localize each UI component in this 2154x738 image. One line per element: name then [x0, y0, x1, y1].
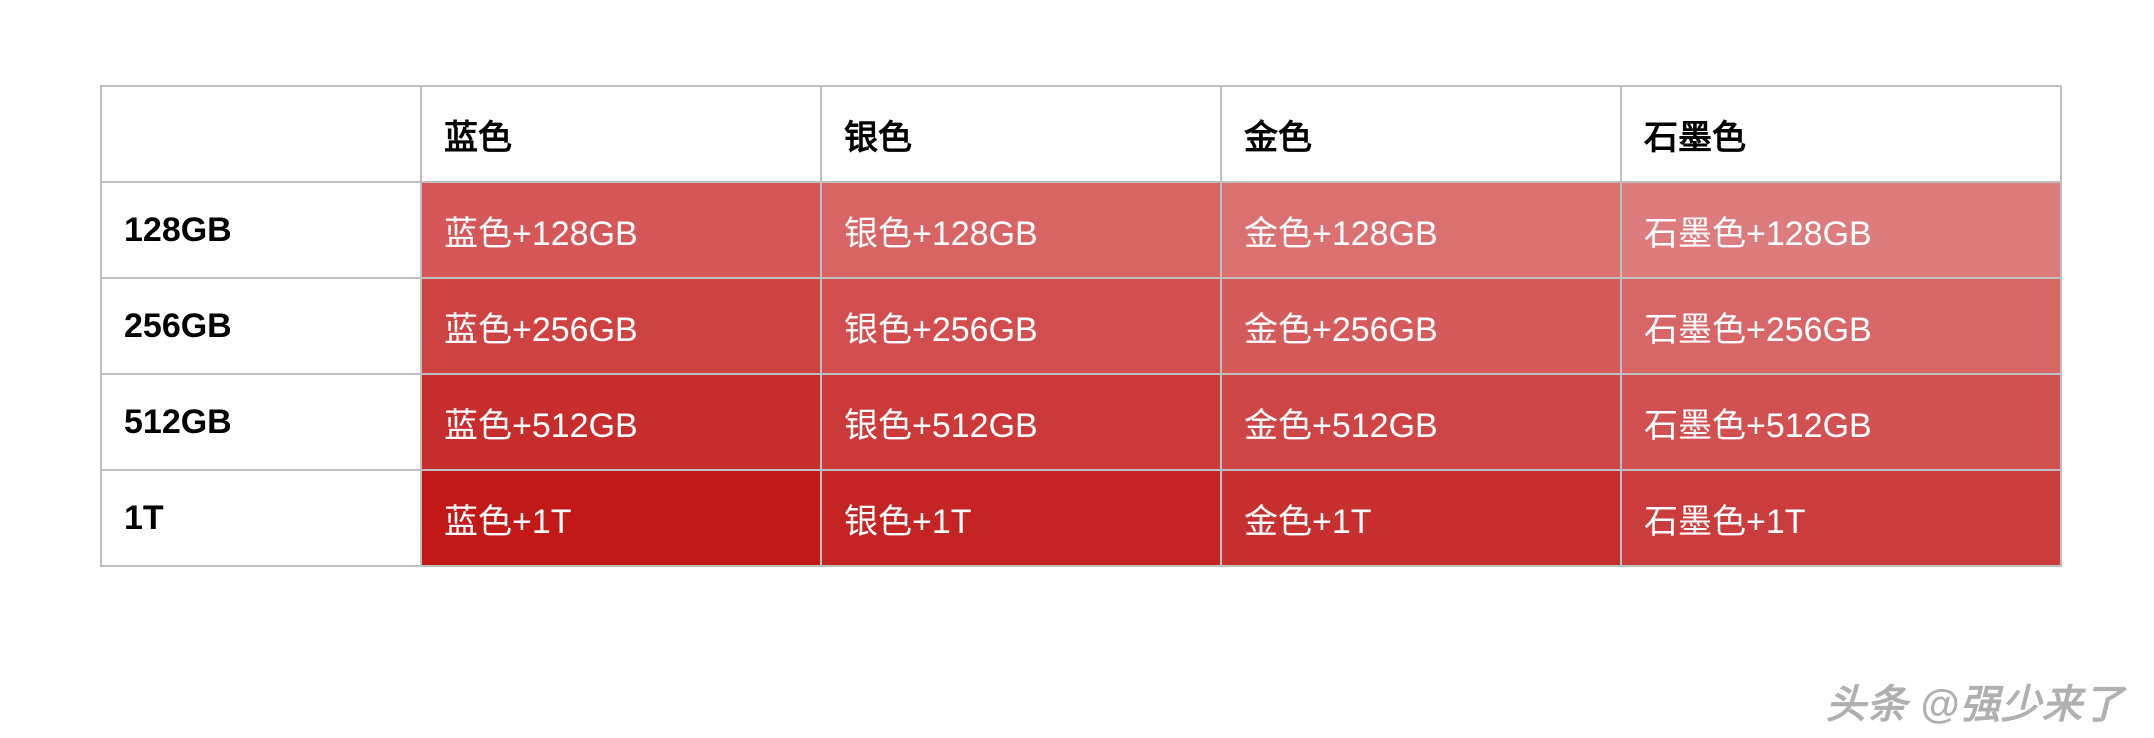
header-gold: 金色: [1221, 86, 1621, 182]
watermark-text: 头条 @强少来了: [1826, 672, 2124, 730]
cell-graphite-256: 石墨色+256GB: [1621, 278, 2061, 374]
table-container: 蓝色 银色 金色 石墨色 128GB 蓝色+128GB 银色+128GB 金色+…: [100, 85, 2062, 567]
row-header-256gb: 256GB: [101, 278, 421, 374]
cell-gold-1t: 金色+1T: [1221, 470, 1621, 566]
cell-graphite-128: 石墨色+128GB: [1621, 182, 2061, 278]
table-row: 128GB 蓝色+128GB 银色+128GB 金色+128GB 石墨色+128…: [101, 182, 2061, 278]
cell-silver-512: 银色+512GB: [821, 374, 1221, 470]
cell-silver-1t: 银色+1T: [821, 470, 1221, 566]
cell-gold-256: 金色+256GB: [1221, 278, 1621, 374]
cell-blue-128: 蓝色+128GB: [421, 182, 821, 278]
cell-blue-256: 蓝色+256GB: [421, 278, 821, 374]
row-header-128gb: 128GB: [101, 182, 421, 278]
table-row: 1T 蓝色+1T 银色+1T 金色+1T 石墨色+1T: [101, 470, 2061, 566]
cell-graphite-512: 石墨色+512GB: [1621, 374, 2061, 470]
header-silver: 银色: [821, 86, 1221, 182]
color-storage-table: 蓝色 银色 金色 石墨色 128GB 蓝色+128GB 银色+128GB 金色+…: [100, 85, 2062, 567]
cell-silver-128: 银色+128GB: [821, 182, 1221, 278]
cell-blue-1t: 蓝色+1T: [421, 470, 821, 566]
table-header-row: 蓝色 银色 金色 石墨色: [101, 86, 2061, 182]
cell-gold-128: 金色+128GB: [1221, 182, 1621, 278]
header-blue: 蓝色: [421, 86, 821, 182]
row-header-1t: 1T: [101, 470, 421, 566]
table-body: 128GB 蓝色+128GB 银色+128GB 金色+128GB 石墨色+128…: [101, 182, 2061, 566]
header-blank: [101, 86, 421, 182]
cell-graphite-1t: 石墨色+1T: [1621, 470, 2061, 566]
table-row: 256GB 蓝色+256GB 银色+256GB 金色+256GB 石墨色+256…: [101, 278, 2061, 374]
table-row: 512GB 蓝色+512GB 银色+512GB 金色+512GB 石墨色+512…: [101, 374, 2061, 470]
row-header-512gb: 512GB: [101, 374, 421, 470]
cell-gold-512: 金色+512GB: [1221, 374, 1621, 470]
cell-blue-512: 蓝色+512GB: [421, 374, 821, 470]
header-graphite: 石墨色: [1621, 86, 2061, 182]
cell-silver-256: 银色+256GB: [821, 278, 1221, 374]
